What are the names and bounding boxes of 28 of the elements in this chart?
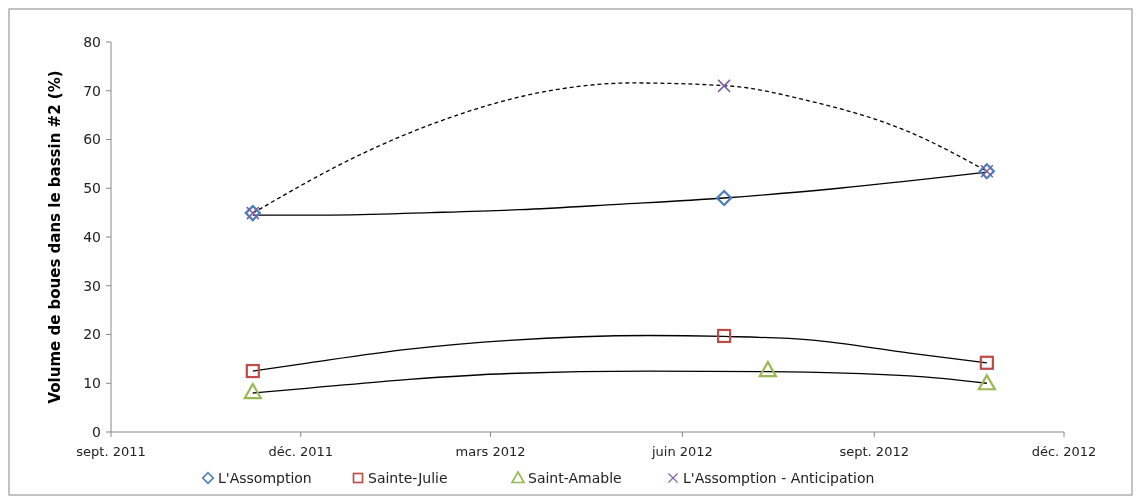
x-tick-label: déc. 2012 xyxy=(1031,444,1097,459)
y-tick-label: 10 xyxy=(83,375,101,392)
point xyxy=(758,360,777,378)
legend-label: Saint-Amable xyxy=(528,469,622,486)
y-tick-label: 60 xyxy=(83,131,101,148)
y-tick-label: 50 xyxy=(83,180,101,197)
point xyxy=(716,328,732,344)
x-tick-label: juin 2012 xyxy=(650,444,713,459)
legend-label: L'Assomption - Anticipation xyxy=(683,469,875,486)
y-tick-label: 70 xyxy=(83,82,101,99)
y-tick-label: 40 xyxy=(83,228,101,245)
legend-label: Sainte-Julie xyxy=(368,469,448,486)
y-tick-label: 0 xyxy=(92,423,101,440)
point xyxy=(715,189,733,207)
y-tick-label: 20 xyxy=(83,326,101,343)
point xyxy=(717,79,731,93)
y-axis-title: Volume de boues dans le bassin #2 (%) xyxy=(46,70,64,404)
y-tick-label: 30 xyxy=(83,277,101,294)
point xyxy=(243,382,262,400)
y-tick-label: 80 xyxy=(83,33,101,50)
x-tick-label: sept. 2011 xyxy=(76,444,146,459)
point xyxy=(979,355,994,370)
legend-label: L'Assomption xyxy=(218,469,312,486)
point xyxy=(245,363,260,379)
point xyxy=(977,374,996,391)
x-tick-label: mars 2012 xyxy=(455,444,526,459)
x-tick-label: sept. 2012 xyxy=(839,444,909,459)
x-tick-label: déc. 2011 xyxy=(268,444,334,459)
